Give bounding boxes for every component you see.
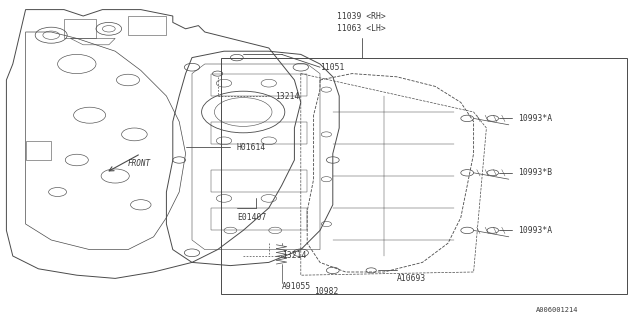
Text: 13214: 13214	[282, 252, 306, 260]
Text: E01407: E01407	[237, 213, 266, 222]
Text: A91055: A91055	[282, 282, 311, 291]
Text: 10993*A: 10993*A	[518, 226, 552, 235]
Text: FRONT: FRONT	[128, 159, 151, 168]
Text: A006001214: A006001214	[536, 308, 578, 313]
Text: 10993*A: 10993*A	[518, 114, 552, 123]
Text: 10993*B: 10993*B	[518, 168, 552, 177]
Text: A10693: A10693	[397, 274, 426, 283]
Text: 11039 <RH>: 11039 <RH>	[337, 12, 386, 20]
Text: 13214: 13214	[275, 92, 300, 100]
Text: H01614: H01614	[237, 143, 266, 152]
Text: 11063 <LH>: 11063 <LH>	[337, 24, 386, 33]
Text: 11051: 11051	[320, 63, 344, 72]
Bar	[221, 58, 627, 294]
Text: 10982: 10982	[314, 287, 339, 296]
